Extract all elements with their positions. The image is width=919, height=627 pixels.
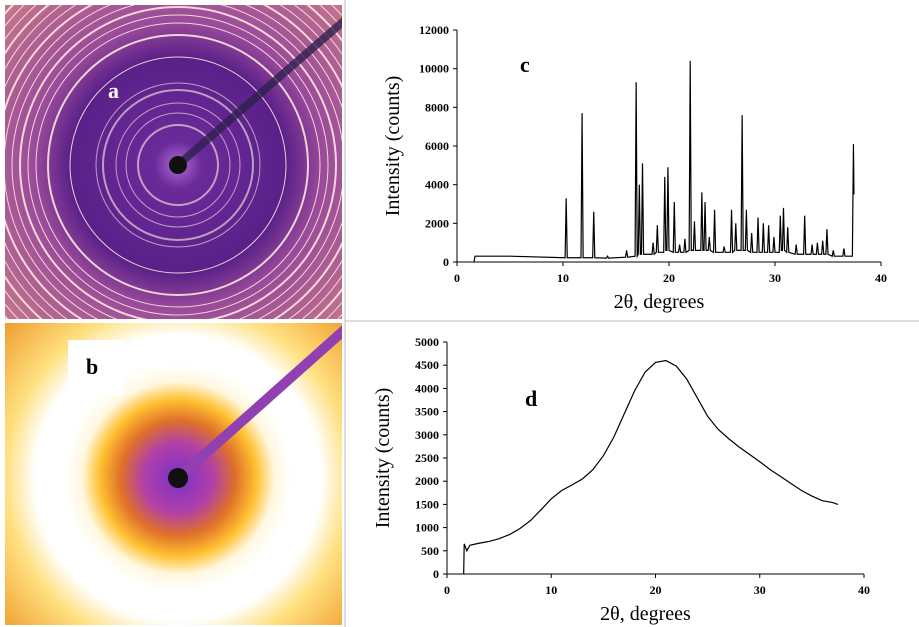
y-tick-label: 10000 [419, 62, 449, 76]
y-tick-label: 6000 [425, 139, 449, 153]
diffraction-image-b [5, 323, 342, 625]
y-axis-title: Intensity (counts) [382, 76, 404, 217]
diffraction-ring [95, 82, 261, 248]
data-line [463, 359, 839, 575]
y-tick-label: 4000 [415, 381, 439, 395]
y-tick-label: 3000 [415, 428, 439, 442]
x-tick-label: 10 [545, 583, 557, 597]
beam-stop [174, 325, 342, 482]
y-tick-label: 0 [443, 255, 449, 269]
x-tick-label: 0 [444, 583, 450, 597]
x-tick-label: 20 [663, 271, 675, 285]
annotation: c [520, 52, 530, 77]
y-tick-label: 2000 [415, 474, 439, 488]
y-tick-label: 5000 [415, 335, 439, 349]
x-tick-label: 0 [454, 271, 460, 285]
y-axis-title: Intensity (counts) [372, 388, 394, 529]
y-tick-label: 4000 [425, 178, 449, 192]
diffraction-ring [19, 6, 337, 319]
panel-label: b [86, 354, 98, 379]
y-tick-label: 0 [433, 567, 439, 581]
x-tick-label: 10 [557, 271, 569, 285]
beam-center [169, 156, 187, 174]
label-box [68, 340, 123, 395]
diffraction-ring [27, 14, 329, 316]
y-tick-label: 2500 [415, 451, 439, 465]
beam-center [168, 468, 188, 488]
diffraction-ring [137, 124, 219, 206]
diffraction-ring [115, 102, 241, 228]
y-tick-label: 8000 [425, 100, 449, 114]
diffraction-ring [69, 56, 287, 274]
y-tick-label: 4500 [415, 358, 439, 372]
x-axis-title: 2θ, degrees [600, 603, 691, 625]
annotation: d [525, 386, 537, 411]
data-line [473, 60, 855, 263]
x-tick-label: 40 [858, 583, 870, 597]
y-tick-label: 2000 [425, 216, 449, 230]
y-tick-label: 1500 [415, 497, 439, 511]
panel-label: a [108, 78, 119, 103]
y-tick-label: 12000 [419, 23, 449, 37]
diffraction-image-a [5, 5, 342, 319]
y-tick-label: 1000 [415, 521, 439, 535]
diffraction-ring [102, 89, 254, 241]
diffraction-ring [125, 112, 231, 218]
diffraction-ring [47, 34, 309, 296]
x-tick-label: 20 [650, 583, 662, 597]
x-axis-title: 2θ, degrees [614, 291, 705, 313]
x-tick-label: 30 [769, 271, 781, 285]
x-tick-label: 40 [875, 271, 887, 285]
diffraction-ring [11, 5, 342, 319]
y-tick-label: 3500 [415, 405, 439, 419]
diffraction-ring [35, 22, 321, 308]
x-tick-label: 30 [754, 583, 766, 597]
beam-stop [175, 17, 342, 169]
y-tick-label: 500 [421, 544, 439, 558]
